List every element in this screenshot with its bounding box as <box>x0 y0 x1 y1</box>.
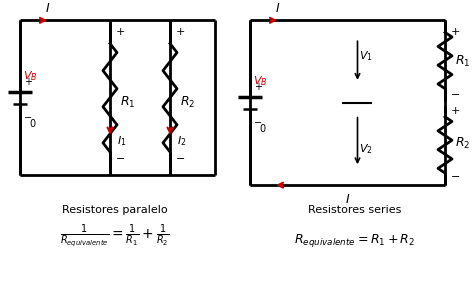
Text: $R_1$: $R_1$ <box>456 54 471 69</box>
Text: $V_B$: $V_B$ <box>253 74 267 88</box>
Text: $-$: $-$ <box>450 88 460 98</box>
Text: $-$: $-$ <box>175 152 185 162</box>
Text: $V_B$: $V_B$ <box>23 69 37 83</box>
Text: +: + <box>450 106 460 116</box>
Text: +: + <box>175 27 185 37</box>
Text: Resistores paralelo: Resistores paralelo <box>62 205 168 215</box>
Text: $I_2$: $I_2$ <box>177 135 187 149</box>
Text: $V_2$: $V_2$ <box>359 142 373 156</box>
Text: $R_2$: $R_2$ <box>180 95 196 110</box>
Text: $-$: $-$ <box>254 116 263 126</box>
Text: +: + <box>24 77 32 87</box>
Text: $\frac{1}{R_{equivalente}} = \frac{1}{R_1} + \frac{1}{R_2}$: $\frac{1}{R_{equivalente}} = \frac{1}{R_… <box>60 222 170 249</box>
Text: Resistores series: Resistores series <box>308 205 401 215</box>
Text: 0: 0 <box>29 119 35 129</box>
Text: $-$: $-$ <box>450 170 460 180</box>
Text: 0: 0 <box>259 124 265 134</box>
Text: $I_1$: $I_1$ <box>117 135 127 149</box>
Text: $I$: $I$ <box>345 193 350 206</box>
Text: $R_2$: $R_2$ <box>456 136 471 152</box>
Text: $I$: $I$ <box>46 2 51 15</box>
Text: $R_{equivalente} = R_1 + R_2$: $R_{equivalente} = R_1 + R_2$ <box>294 232 416 249</box>
Text: $R_1$: $R_1$ <box>120 95 136 110</box>
Text: $I$: $I$ <box>275 2 281 15</box>
Text: +: + <box>115 27 125 37</box>
Text: +: + <box>254 82 262 92</box>
Text: $-$: $-$ <box>115 152 125 162</box>
Text: $V_1$: $V_1$ <box>358 50 373 63</box>
Text: $-$: $-$ <box>23 111 33 121</box>
Text: +: + <box>450 27 460 37</box>
